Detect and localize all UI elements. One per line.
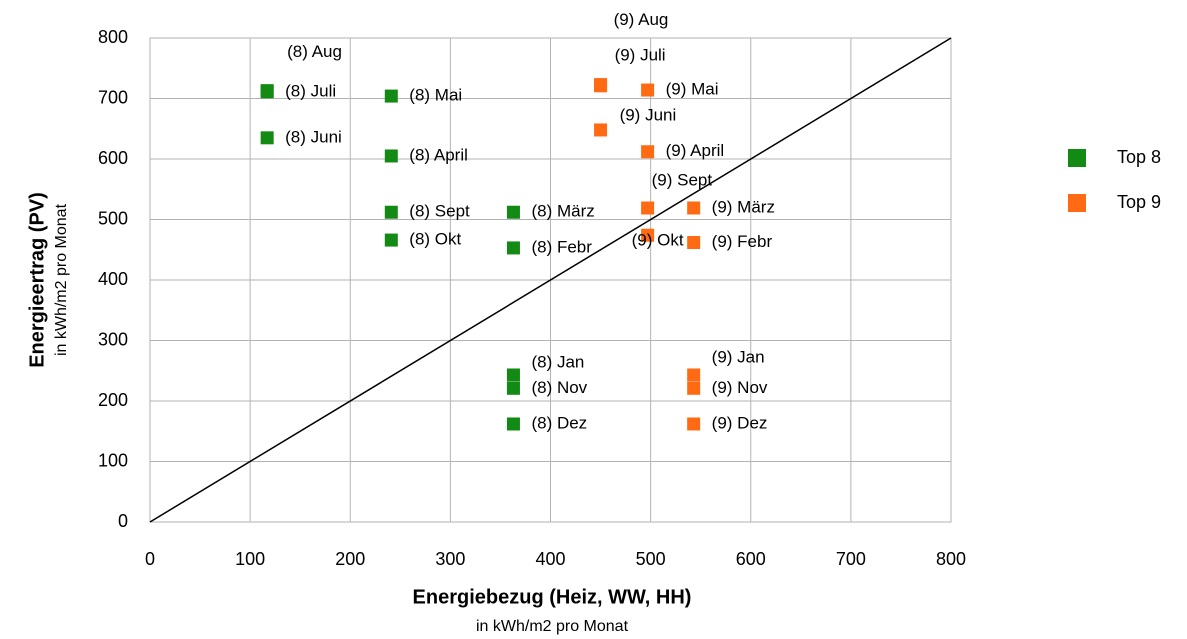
legend-label: Top 9 xyxy=(1117,192,1161,212)
x-axis-title: Energiebezug (Heiz, WW, HH) xyxy=(413,586,692,608)
y-tick-label: 400 xyxy=(98,269,128,289)
x-tick-label: 0 xyxy=(145,549,155,569)
y-tick-label: 300 xyxy=(98,329,128,349)
y-tick-label: 200 xyxy=(98,390,128,410)
point-label: (9) Jan xyxy=(712,347,765,366)
point-label: (9) März xyxy=(712,197,775,216)
point-label: (8) Aug xyxy=(287,42,342,61)
point-label: (9) Mai xyxy=(666,80,719,99)
point-label: (8) Sept xyxy=(409,202,470,221)
y-tick-label: 700 xyxy=(98,87,128,107)
legend-marker xyxy=(1068,194,1086,212)
x-tick-label: 600 xyxy=(736,549,766,569)
point xyxy=(384,233,398,247)
x-tick-label: 800 xyxy=(936,549,966,569)
point-label: (9) Okt xyxy=(632,231,684,250)
point xyxy=(384,89,398,103)
point-label: (8) Okt xyxy=(409,230,461,249)
point-label: (9) Sept xyxy=(652,170,713,189)
point-label: (8) Juli xyxy=(285,81,336,100)
legend-label: Top 8 xyxy=(1117,147,1161,167)
y-tick-label: 500 xyxy=(98,208,128,228)
point xyxy=(641,83,655,97)
y-axis-title: Energieertrag (PV) xyxy=(26,192,48,368)
diagonal-line xyxy=(149,37,952,523)
point xyxy=(641,228,655,242)
point-label: (8) Febr xyxy=(531,237,592,256)
point-label: (8) Dez xyxy=(531,413,587,432)
y-tick-label: 100 xyxy=(98,450,128,470)
point xyxy=(687,417,701,431)
x-tick-label: 300 xyxy=(435,549,465,569)
x-tick-label: 400 xyxy=(535,549,565,569)
point xyxy=(687,235,701,249)
point xyxy=(506,368,520,382)
point-label: (9) Nov xyxy=(712,378,768,397)
point xyxy=(260,131,274,145)
point-label: (9) Aug xyxy=(614,10,669,29)
point-label: (8) Jan xyxy=(531,352,584,371)
point-label: (9) Febr xyxy=(712,232,773,251)
point xyxy=(506,205,520,219)
point-label: (8) Mai xyxy=(409,86,462,105)
point xyxy=(260,84,274,98)
x-axis-subtitle: in kWh/m2 pro Monat xyxy=(476,618,629,635)
point-label: (9) Juli xyxy=(615,45,666,64)
y-tick-label: 0 xyxy=(118,511,128,531)
x-tick-label: 100 xyxy=(235,549,265,569)
point xyxy=(641,145,655,159)
x-tick-label: 700 xyxy=(836,549,866,569)
point xyxy=(687,381,701,395)
point-label: (9) Juni xyxy=(620,105,677,124)
point-label: (8) Juni xyxy=(285,127,342,146)
point-label: (8) April xyxy=(409,145,468,164)
point-label: (8) Nov xyxy=(531,378,587,397)
point xyxy=(687,201,701,215)
point xyxy=(506,417,520,431)
point xyxy=(384,149,398,163)
x-tick-label: 200 xyxy=(335,549,365,569)
point-label: (9) April xyxy=(666,141,725,160)
point xyxy=(687,368,701,382)
y-axis-subtitle: in kWh/m2 pro Monat xyxy=(53,203,70,356)
plot-border xyxy=(149,37,952,523)
point xyxy=(506,381,520,395)
point xyxy=(594,123,608,137)
point xyxy=(594,78,608,92)
legend-marker xyxy=(1068,149,1086,167)
point xyxy=(506,241,520,255)
x-tick-label: 500 xyxy=(636,549,666,569)
y-tick-label: 600 xyxy=(98,148,128,168)
point-label: (9) Dez xyxy=(712,413,768,432)
point xyxy=(384,205,398,219)
point-label: (8) März xyxy=(531,202,594,221)
y-tick-label: 800 xyxy=(98,27,128,47)
point xyxy=(641,201,655,215)
